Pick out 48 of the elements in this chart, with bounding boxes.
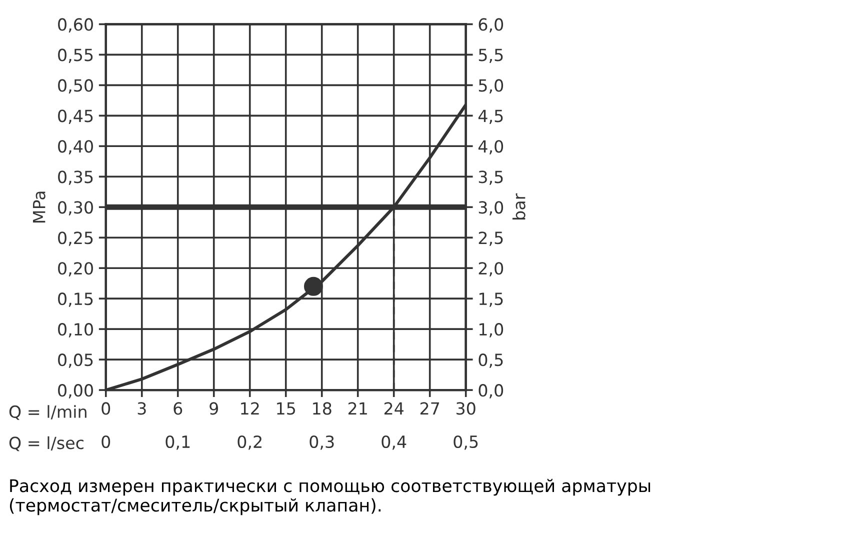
x-tick-label: 9: [210, 402, 218, 415]
x-tick-label: 24: [384, 402, 404, 415]
y-tick-label: 0,55: [58, 48, 93, 63]
x-tick-label: 21: [348, 402, 367, 415]
x2-tick-label: 0: [102, 435, 110, 448]
y-tick-label: 0,35: [58, 170, 93, 185]
x2-tick-label: 0,3: [310, 435, 334, 450]
y2-tick-label: 5,0: [478, 79, 504, 94]
y2-tick-label: 4,0: [478, 140, 504, 154]
y-tick-label: 0,10: [58, 323, 93, 338]
y-axis-title: MPa: [33, 192, 46, 222]
y2-tick-label: 2,0: [478, 262, 504, 276]
x-tick-label: 18: [313, 402, 332, 415]
x-tick-label: 3: [138, 402, 146, 415]
x-tick-label: 0: [102, 402, 110, 415]
y-tick-label: 0,45: [58, 110, 93, 124]
y2-tick-label: 0,5: [478, 354, 503, 368]
y-tick-label: 0,50: [58, 79, 93, 94]
y2-tick-label: 5,5: [478, 48, 503, 63]
x-axis-title: Q = l/min: [9, 405, 86, 420]
y2-tick-label: 1,0: [479, 323, 504, 338]
y2-tick-label: 2,5: [478, 232, 503, 246]
x2-tick-label: 0,2: [238, 435, 262, 450]
x2-tick-label: 0,1: [166, 435, 190, 450]
y-tick-label: 0,15: [58, 292, 93, 307]
x-tick-label: 6: [174, 402, 182, 415]
y2-tick-label: 4,5: [478, 110, 503, 124]
x-tick-label: 15: [277, 402, 296, 415]
x2-tick-label: 0,5: [454, 435, 478, 450]
y2-tick-label: 1,5: [479, 292, 503, 307]
x2-tick-label: 0,4: [382, 435, 406, 450]
y-tick-label: 0,05: [58, 354, 93, 368]
y-tick-label: 0,60: [58, 18, 93, 32]
y-tick-label: 0,25: [58, 232, 93, 246]
y2-tick-label: 3,0: [478, 201, 504, 216]
y2-axis-title: bar: [512, 193, 526, 220]
y2-tick-label: 0,0: [478, 384, 504, 398]
x2-axis-title: Q = l/sec: [9, 436, 84, 452]
y-tick-label: 0,40: [58, 140, 93, 154]
x-tick-label: 30: [456, 402, 476, 415]
x-tick-label: 27: [420, 402, 440, 415]
y2-tick-label: 3,5: [478, 170, 503, 185]
x-tick-label: 12: [241, 402, 259, 415]
y2-tick-label: 6,0: [478, 18, 504, 32]
y-tick-label: 0,30: [58, 201, 93, 216]
y-tick-label: 0,00: [58, 384, 93, 398]
y-tick-label: 0,20: [58, 262, 93, 276]
text: Расход измерен практически с помощью соответствующей арматуры (термостат/смеситель/скрытый клапан).: [10, 478, 650, 516]
